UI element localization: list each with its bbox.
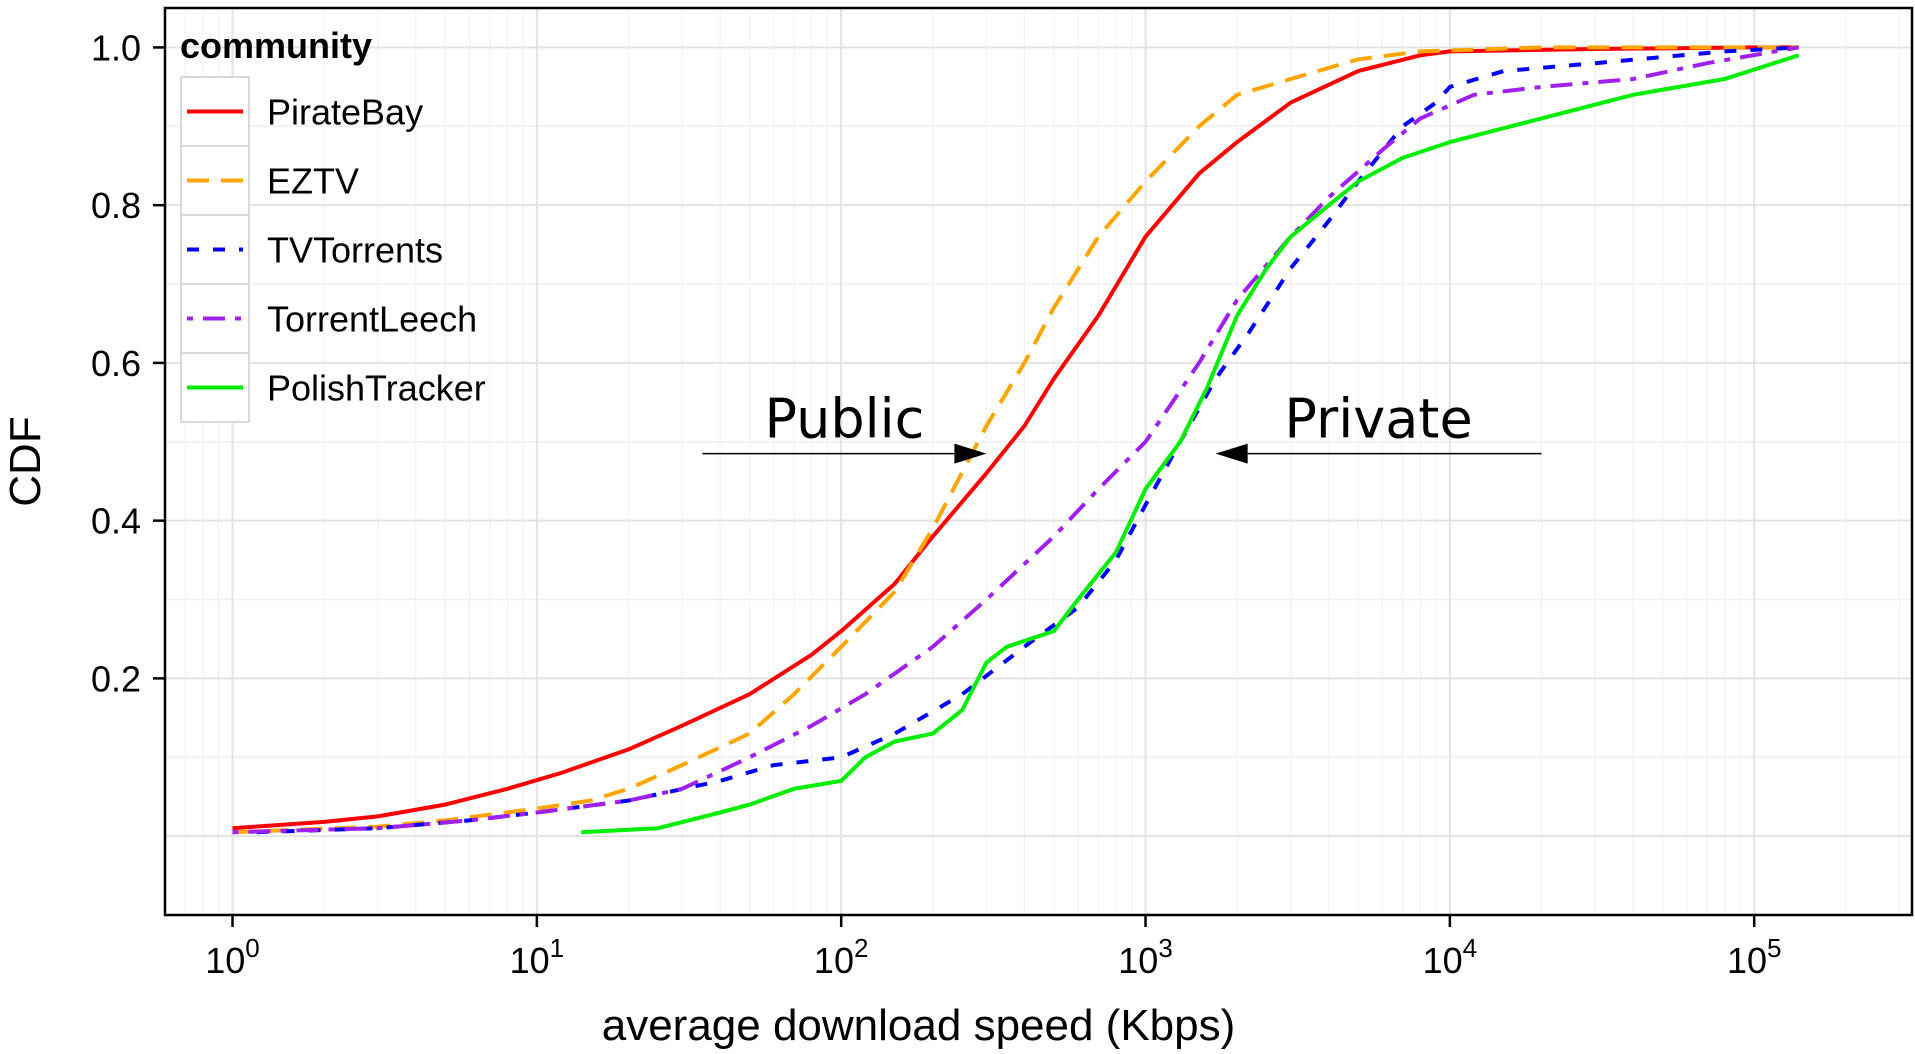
y-tick-label: 1.0 — [91, 27, 141, 68]
series-line-piratebay — [232, 45, 1799, 831]
x-axis: 100 101 102 103 104 105 — [205, 915, 1781, 981]
annotation-label: Private — [1284, 388, 1472, 451]
x-tick-label: 104 — [1423, 933, 1478, 981]
y-tick-label: 0.6 — [91, 343, 141, 384]
legend: community PirateBay EZTV TVTorrents Torrent… — [180, 25, 486, 423]
series-line-tvtorrents — [256, 45, 1799, 835]
x-axis-title: average download speed (Kbps) — [602, 1001, 1236, 1050]
legend-label: EZTV — [267, 161, 359, 202]
legend-items: PirateBay EZTV TVTorrents TorrentLeech Polis… — [180, 76, 486, 423]
legend-label: TorrentLeech — [267, 299, 477, 340]
series-lines — [232, 45, 1800, 835]
series-line-torrentleech — [232, 45, 1800, 835]
major-gridlines — [165, 8, 1912, 915]
x-tick-label: 102 — [814, 933, 869, 981]
plot-frame — [163, 6, 1914, 917]
x-tick-label: 100 — [205, 933, 260, 981]
y-axis-title: CDF — [1, 416, 50, 506]
legend-item-tvtorrents: TVTorrents — [180, 214, 443, 285]
legend-title: community — [180, 25, 372, 66]
annotations: Public Private — [702, 388, 1542, 464]
annotation-arrowhead — [954, 443, 987, 464]
y-tick-label: 0.4 — [91, 501, 141, 542]
annotation-label: Public — [765, 388, 925, 451]
x-tick-label: 101 — [510, 933, 565, 981]
x-tick-label: 105 — [1727, 933, 1782, 981]
legend-label: PolishTracker — [267, 368, 486, 409]
legend-label: PirateBay — [267, 92, 423, 133]
legend-item-torrentleech: TorrentLeech — [180, 283, 477, 354]
annotation-arrowhead — [1215, 443, 1248, 464]
legend-item-piratebay: PirateBay — [180, 76, 423, 147]
y-tick-label: 0.2 — [91, 658, 141, 699]
legend-item-polishtracker: PolishTracker — [180, 352, 486, 423]
y-tick-label: 0.8 — [91, 185, 141, 226]
x-tick-label: 103 — [1118, 933, 1173, 981]
legend-label: TVTorrents — [267, 230, 443, 271]
y-axis: 0.2 0.4 0.6 0.8 1.0 — [91, 27, 165, 699]
series-line-polishtracker — [581, 53, 1800, 835]
series-line-eztv — [232, 45, 1799, 835]
